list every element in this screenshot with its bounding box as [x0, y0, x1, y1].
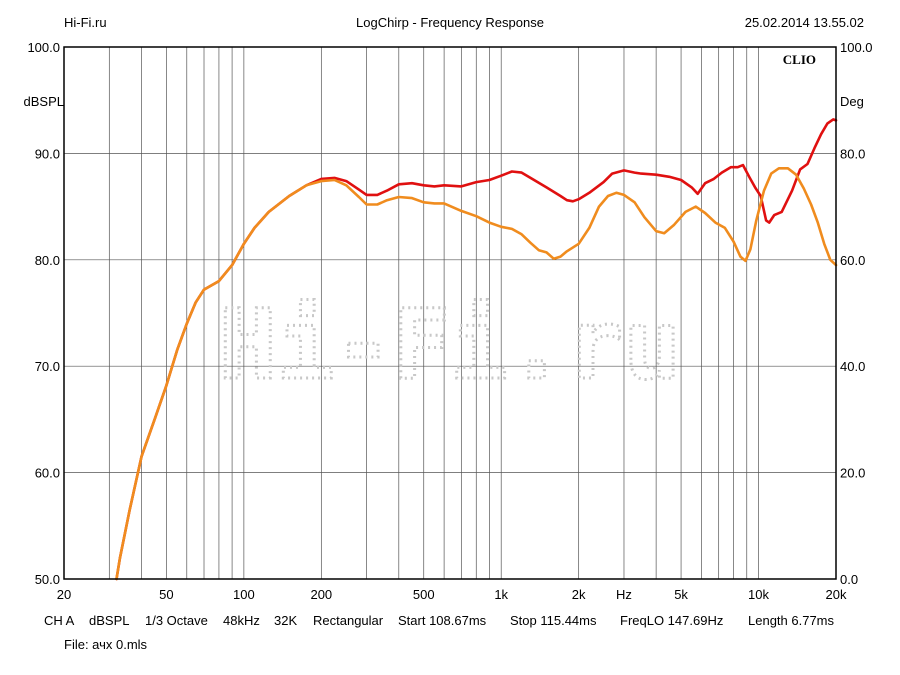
series-lines — [115, 118, 838, 581]
x-tick-label: 50 — [159, 587, 173, 602]
y-left-tick-label: 70.0 — [35, 359, 60, 374]
y-left-tick-label: 80.0 — [35, 253, 60, 268]
timestamp: 25.02.2014 13.55.02 — [744, 15, 864, 30]
footer-length: Length 6.77ms — [748, 613, 835, 628]
chart-title: LogChirp - Frequency Response — [356, 15, 544, 30]
x-tick-label: 100 — [233, 587, 255, 602]
y-right-tick-label: 100.0 — [840, 40, 873, 55]
y-right-tick-label: 80.0 — [840, 146, 865, 161]
y-right-tick-label: 20.0 — [840, 466, 865, 481]
y-right-tick-label: 0.0 — [840, 572, 858, 587]
footer-window: Rectangular — [313, 613, 384, 628]
brand-label: CLIO — [783, 52, 816, 67]
x-tick-label: 5k — [674, 587, 688, 602]
y-right-axis-label: Deg — [840, 94, 864, 109]
footer-freqlo: FreqLO 147.69Hz — [620, 613, 724, 628]
footer-size: 32K — [274, 613, 298, 628]
y-left-axis-label: dBSPL — [24, 94, 64, 109]
x-tick-label: 10k — [748, 587, 769, 602]
y-left-tick-label: 100.0 — [27, 40, 60, 55]
x-tick-labels: 20 50 100 200 500 1k 2k Hz 5k 10k 20k — [57, 587, 847, 602]
x-tick-label: 2k — [572, 587, 586, 602]
x-tick-label: 200 — [310, 587, 332, 602]
x-tick-label: 500 — [413, 587, 435, 602]
footer-smoothing: 1/3 Octave — [145, 613, 208, 628]
x-tick-label: 20 — [57, 587, 71, 602]
y-right-tick-labels: 0.0 20.0 40.0 60.0 80.0 100.0 — [840, 40, 873, 587]
footer-file: File: ачх 0.mls — [64, 637, 148, 652]
site-label: Hi-Fi.ru — [64, 15, 107, 30]
x-tick-label: 20k — [826, 587, 847, 602]
y-left-tick-label: 90.0 — [35, 146, 60, 161]
footer-stop: Stop 115.44ms — [510, 613, 597, 628]
footer-rate: 48kHz — [223, 613, 260, 628]
y-left-tick-labels: 50.0 60.0 70.0 80.0 90.0 100.0 — [27, 40, 60, 587]
footer-channel: CH A — [44, 613, 75, 628]
grid — [64, 47, 836, 579]
footer-start: Start 108.67ms — [398, 613, 487, 628]
x-tick-label: Hz — [616, 587, 632, 602]
series-line-2 — [115, 167, 838, 581]
watermark: Hi-Fi.ru — [219, 289, 681, 401]
y-right-tick-label: 60.0 — [840, 253, 865, 268]
x-tick-label: 1k — [494, 587, 508, 602]
footer-unit: dBSPL — [89, 613, 130, 628]
plot-frame — [63, 46, 837, 580]
y-left-tick-label: 60.0 — [35, 466, 60, 481]
y-left-tick-label: 50.0 — [35, 572, 60, 587]
y-right-tick-label: 40.0 — [840, 359, 865, 374]
